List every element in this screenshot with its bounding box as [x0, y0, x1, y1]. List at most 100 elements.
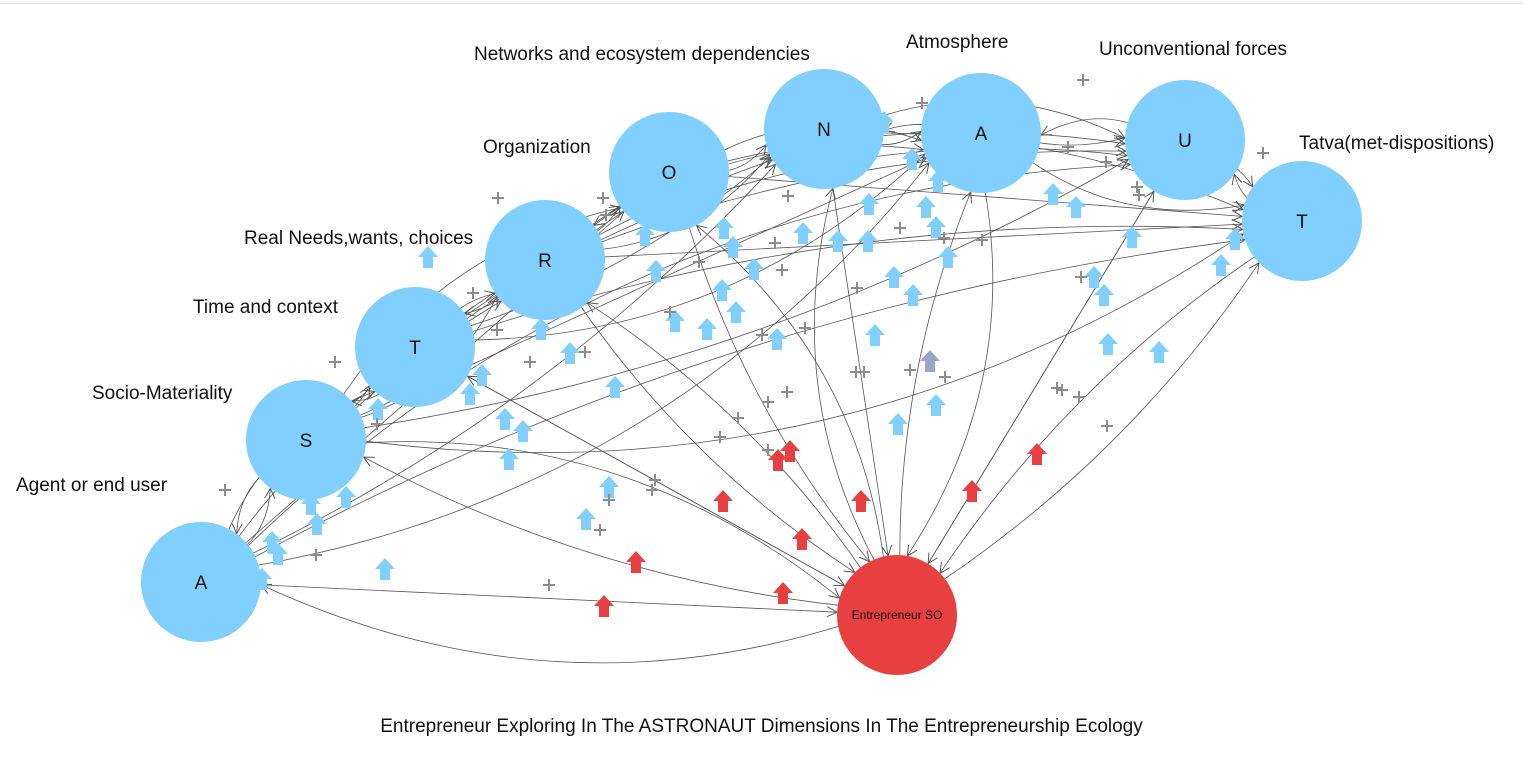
node-t2[interactable]: T: [1242, 161, 1362, 281]
edge-S-E: [326, 441, 839, 598]
plus-icon: [524, 356, 536, 368]
edge-A1-E: [221, 582, 837, 612]
edge-A2-E: [907, 153, 994, 556]
influence-arrow-blue-icon: [793, 222, 813, 244]
annotation-o: Organization: [483, 137, 591, 158]
annotation-n: Networks and ecosystem dependencies: [474, 44, 810, 65]
edge-O-E: [678, 190, 870, 562]
influence-arrow-blue-icon: [1211, 254, 1231, 276]
influence-arrow-blue-icon: [859, 193, 879, 215]
node-circle: [355, 287, 475, 407]
influence-arrow-blue-icon: [635, 224, 655, 246]
influence-arrow-blue-icon: [1084, 266, 1104, 288]
plus-icon: [858, 366, 870, 378]
node-circle: [1242, 161, 1362, 281]
plus-icon: [1073, 391, 1085, 403]
influence-arrow-red-icon: [792, 528, 812, 550]
edge-T1-N: [433, 157, 772, 338]
nodes-layer: A S T R O N A U T Entrepreneur SO: [141, 69, 1362, 675]
edge-O-T2: [689, 173, 1242, 217]
edge-N-E: [826, 149, 888, 556]
plus-icon: [664, 306, 676, 318]
influence-arrow-blue-icon: [665, 310, 685, 332]
node-o[interactable]: O: [609, 112, 729, 232]
plus-icon: [603, 494, 615, 506]
influence-arrow-blue-icon: [499, 448, 519, 470]
annotation-a2: Atmosphere: [906, 32, 1008, 53]
node-u[interactable]: U: [1125, 80, 1245, 200]
influence-arrow-blue-icon: [1122, 226, 1142, 248]
edge-T1-E: [433, 356, 844, 586]
node-t1[interactable]: T: [355, 287, 475, 407]
node-a1[interactable]: A: [141, 522, 261, 642]
influence-arrow-blue-icon: [1149, 341, 1169, 363]
influence-arrow-red-icon: [594, 595, 614, 617]
edge-S-U: [325, 159, 1128, 434]
diagram-caption: Entrepreneur Exploring In The ASTRONAUT …: [380, 716, 1143, 737]
node-s[interactable]: S: [246, 380, 366, 500]
influence-arrow-blue-icon: [268, 543, 288, 565]
plus-icon: [1100, 156, 1112, 168]
influence-arrow-blue-icon: [903, 284, 923, 306]
influence-arrow-blue-icon: [916, 196, 936, 218]
node-e[interactable]: Entrepreneur SO: [837, 555, 957, 675]
node-circle: [1125, 80, 1245, 200]
influence-arrow-blue-icon: [828, 230, 848, 252]
plus-icon: [467, 287, 479, 299]
influence-arrow-blue-icon: [307, 513, 327, 535]
plus-icon: [938, 232, 950, 244]
influence-arrow-red-icon: [768, 449, 788, 471]
plus-icon: [1075, 271, 1087, 283]
node-label: S: [300, 431, 313, 452]
node-label: N: [817, 120, 831, 141]
plus-icon: [904, 364, 916, 376]
plus-icon: [762, 444, 774, 456]
influence-arrow-blue-icon: [368, 398, 388, 420]
plus-icon: [756, 329, 768, 341]
node-label: R: [538, 251, 552, 272]
plus-icon: [782, 190, 794, 202]
edge-O-U: [689, 131, 1125, 172]
edge-A1-A2: [219, 163, 929, 572]
plus-icon: [851, 282, 863, 294]
annotation-r: Real Needs,wants, choices: [244, 228, 473, 249]
influence-arrow-blue-icon: [418, 246, 438, 268]
plus-icon: [594, 524, 606, 536]
plus-icon: [543, 579, 555, 591]
plus-icon: [776, 264, 788, 276]
plus-icon: [1257, 147, 1269, 159]
edge-E-S: [364, 457, 877, 610]
influence-arrow-blue-icon: [888, 413, 908, 435]
influence-arrow-blue-icon: [926, 394, 946, 416]
node-label: A: [975, 124, 988, 145]
plus-icon: [646, 484, 658, 496]
node-r[interactable]: R: [485, 200, 605, 320]
node-label: T: [409, 338, 421, 359]
node-label: Entrepreneur SO: [852, 608, 943, 622]
influence-arrow-blue-icon: [576, 508, 596, 530]
plus-icon: [732, 412, 744, 424]
influence-arrow-blue-icon: [605, 376, 625, 398]
annotation-t2: Tatva(met-dispositions): [1299, 133, 1494, 154]
plus-icon: [1133, 189, 1145, 201]
influence-arrow-red-icon: [780, 440, 800, 462]
plus-icon: [597, 192, 609, 204]
influence-arrow-blue-icon: [858, 230, 878, 252]
node-label: A: [195, 573, 208, 594]
influence-arrow-blue-icon: [1094, 284, 1114, 306]
influence-arrow-blue-icon: [938, 246, 958, 268]
annotation-a1: Agent or end user: [16, 475, 168, 496]
influence-arrow-blue-icon: [1098, 333, 1118, 355]
influence-arrow-red-icon: [713, 490, 733, 512]
plus-icon: [329, 356, 341, 368]
node-circle: [485, 200, 605, 320]
node-a2[interactable]: A: [921, 73, 1041, 193]
node-circle: [246, 380, 366, 500]
edge-E-R: [587, 303, 883, 601]
plus-icon: [491, 324, 503, 336]
plus-icon: [781, 386, 793, 398]
annotation-t1: Time and context: [193, 297, 339, 318]
annotation-s: Socio-Materiality: [92, 383, 233, 404]
plus-icon: [219, 484, 231, 496]
node-n[interactable]: N: [764, 69, 884, 189]
